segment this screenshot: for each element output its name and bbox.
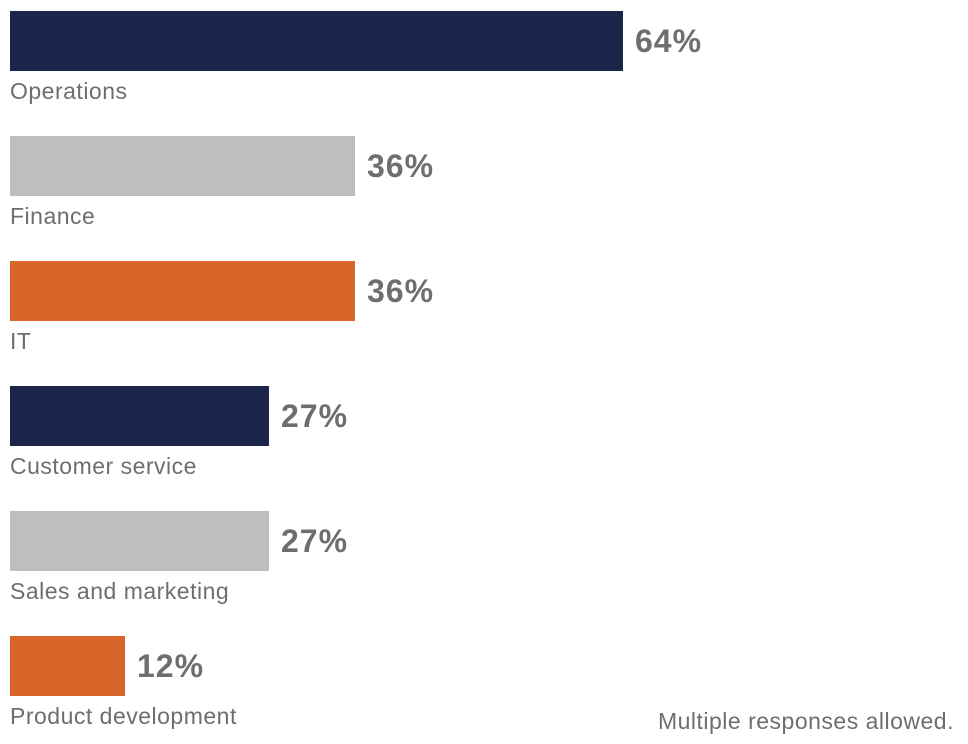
chart-row-product-development: 12% Product development xyxy=(10,636,968,729)
bar-value-customer-service: 27% xyxy=(281,397,349,434)
bar-value-operations: 64% xyxy=(635,22,703,59)
chart-row-operations: 64% Operations xyxy=(10,11,968,104)
chart-footnote: Multiple responses allowed. xyxy=(657,708,954,734)
bar-finance xyxy=(10,136,355,196)
bar-it xyxy=(10,261,355,321)
chart-row-customer-service: 27% Customer service xyxy=(10,386,968,479)
bar-label-operations: Operations xyxy=(10,78,128,104)
bar-product-development xyxy=(10,636,125,696)
bar-label-customer-service: Customer service xyxy=(10,453,197,479)
bar-label-it: IT xyxy=(10,328,32,354)
chart-row-it: 36% IT xyxy=(10,261,968,354)
bar-sales-marketing xyxy=(10,511,269,571)
bar-label-product-development: Product development xyxy=(10,703,237,729)
chart-row-sales-marketing: 27% Sales and marketing xyxy=(10,511,968,604)
bar-label-sales-marketing: Sales and marketing xyxy=(10,578,230,604)
bar-value-finance: 36% xyxy=(367,147,435,184)
bar-customer-service xyxy=(10,386,269,446)
bar-value-sales-marketing: 27% xyxy=(281,522,349,559)
bar-value-product-development: 12% xyxy=(137,647,205,684)
bar-label-finance: Finance xyxy=(10,203,96,229)
chart-row-finance: 36% Finance xyxy=(10,136,968,229)
bar-value-it: 36% xyxy=(367,272,435,309)
bar-operations xyxy=(10,11,623,71)
